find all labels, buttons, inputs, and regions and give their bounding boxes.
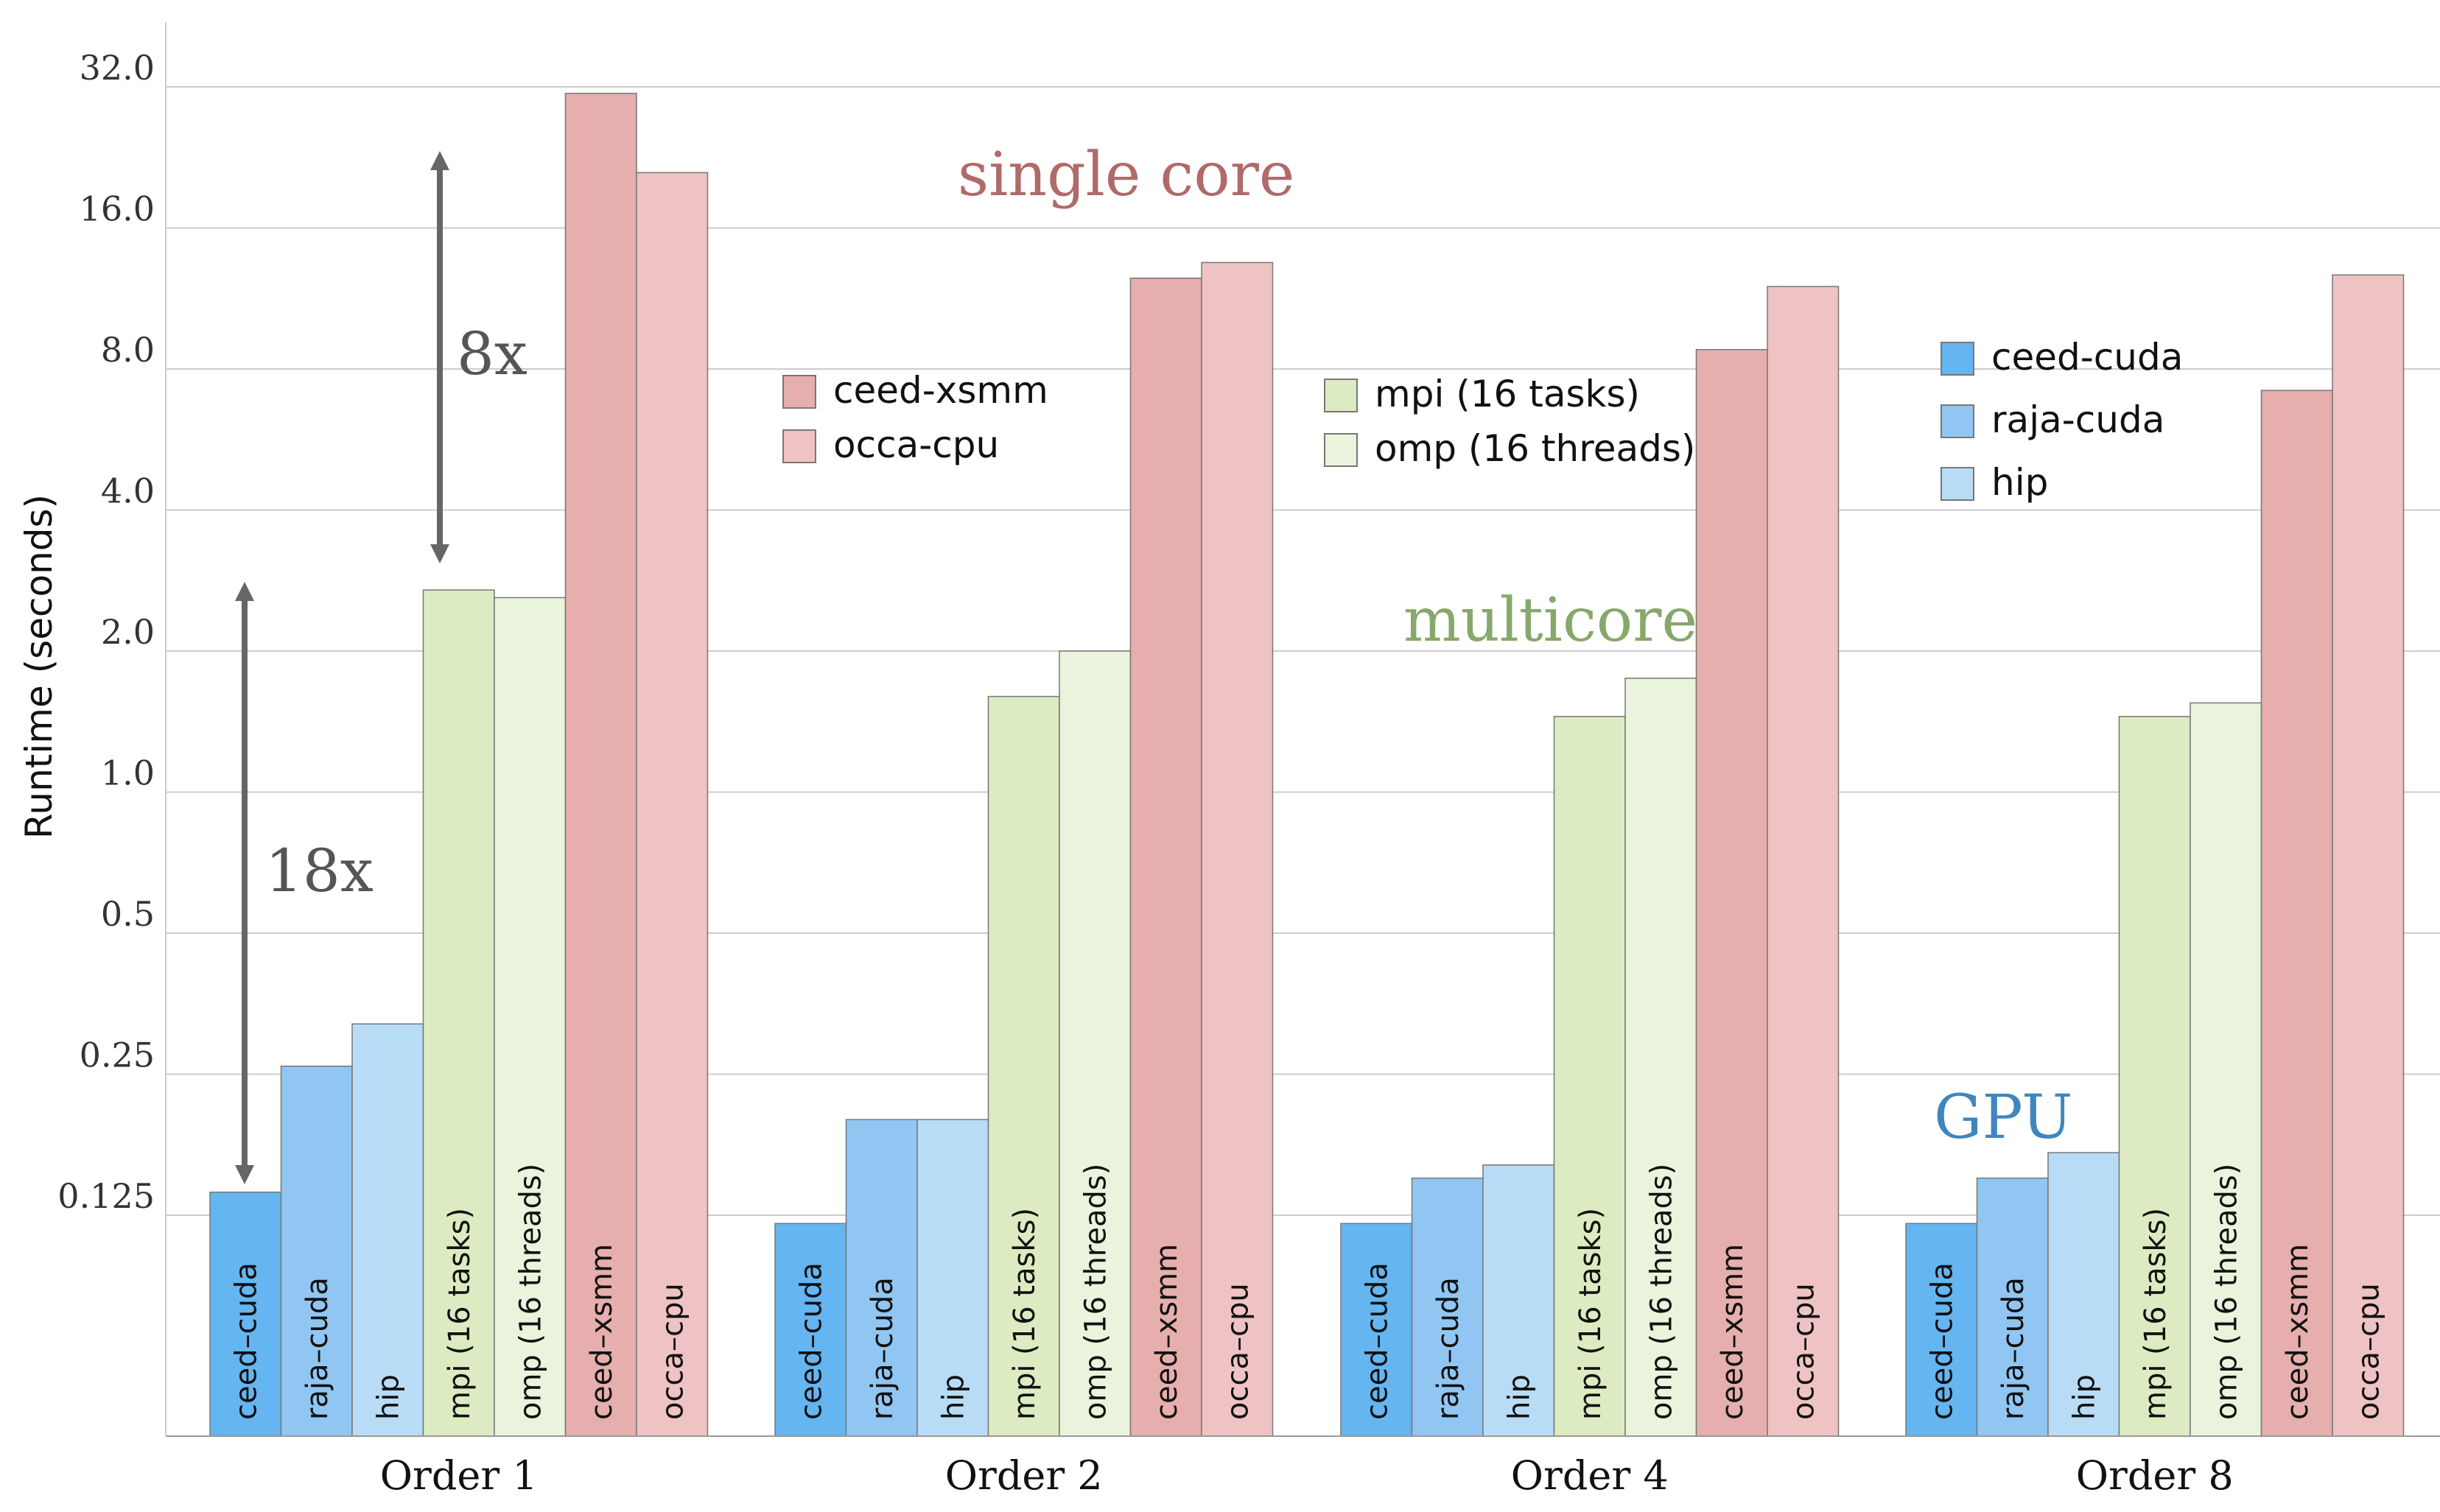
legends: ceed-xsmm occa-cpu mpi (16 tasks) omp (16 t… — [782, 336, 2183, 504]
bar-label-order-2-occa-cpu: occa–cpu — [1221, 1283, 1255, 1420]
bar-label-order-8-occa-cpu: occa–cpu — [2352, 1283, 2385, 1420]
y-tick-1-0: 1.0 — [101, 753, 155, 793]
y-tick-32-0: 32.0 — [80, 48, 155, 88]
y-tick-2-0: 2.0 — [101, 612, 155, 652]
legend-swatch-mpi-16-tasks — [1324, 379, 1358, 412]
y-tick-labels: 0.125 0.25 0.5 1.0 2.0 4.0 8.0 16.0 32.0 — [57, 48, 155, 1216]
bar-label-order-4-ceed-cuda: ceed–cuda — [1360, 1262, 1394, 1420]
category-label-order-1: Order 1 — [380, 1452, 538, 1499]
bar-order-8-ceed-cuda — [1905, 1223, 1978, 1437]
bar-order-2-ceed-cuda — [774, 1223, 847, 1437]
bar-label-order-2-raja-cuda: raja–cuda — [866, 1277, 900, 1420]
legend-2: mpi (16 tasks) omp (16 threads) — [1324, 373, 1695, 470]
legend-swatch-ceed-xsmm — [782, 375, 816, 409]
arrow-8x-head-top — [430, 151, 449, 170]
y-tick-4-0: 4.0 — [101, 471, 155, 511]
bar-order-2-mpi-16-tasks — [987, 695, 1060, 1437]
bar-order-4-occa-cpu — [1767, 286, 1840, 1437]
speedup-18x-label: 18x — [265, 837, 374, 905]
legend-label-omp-16-threads: omp (16 threads) — [1375, 427, 1695, 470]
legend-label-mpi-16-tasks: mpi (16 tasks) — [1375, 373, 1640, 415]
bar-label-order-8-raja-cuda: raja–cuda — [1996, 1277, 2030, 1420]
bar-label-order-4-hip: hip — [1502, 1374, 1536, 1420]
bar-order-2-raja-cuda — [845, 1119, 918, 1437]
arrow-18x-head-top — [235, 582, 254, 601]
y-tick-0-125: 0.125 — [57, 1176, 155, 1216]
bar-order-8-hip — [2047, 1152, 2120, 1437]
bar-label-order-8-hip: hip — [2067, 1374, 2101, 1420]
bar-label-order-8-omp-16-threads: omp (16 threads) — [2209, 1164, 2243, 1420]
legend-label-ceed-xsmm: ceed-xsmm — [833, 369, 1048, 412]
bar-label-order-4-raja-cuda: raja–cuda — [1431, 1277, 1465, 1420]
y-tick-16-0: 16.0 — [80, 189, 155, 229]
bar-label-order-4-omp-16-threads: omp (16 threads) — [1644, 1164, 1678, 1420]
legend-swatch-raja-cuda — [1941, 404, 1974, 438]
bar-label-order-4-ceed-xsmm: ceed–xsmm — [1716, 1244, 1750, 1420]
single-core-label: single core — [958, 140, 1294, 210]
bar-order-4-raja-cuda — [1411, 1177, 1484, 1437]
bar-order-2-hip — [916, 1119, 989, 1437]
category-label-order-8: Order 8 — [2076, 1452, 2234, 1499]
bars — [209, 93, 2405, 1437]
bar-order-1-ceed-xsmm — [564, 93, 637, 1437]
bar-label-order-2-hip: hip — [936, 1374, 970, 1420]
bar-label-order-2-ceed-xsmm: ceed–xsmm — [1150, 1244, 1184, 1420]
bar-label-order-2-ceed-cuda: ceed–cuda — [794, 1262, 828, 1420]
bar-order-2-ceed-xsmm — [1129, 277, 1202, 1437]
bar-label-order-1-occa-cpu: occa–cpu — [656, 1283, 690, 1420]
y-tick-0-25: 0.25 — [80, 1035, 155, 1075]
legend-label-raja-cuda: raja-cuda — [1991, 398, 2164, 441]
category-label-order-4: Order 4 — [1511, 1452, 1669, 1499]
arrow-8x-head-bottom — [430, 544, 449, 563]
bar-order-8-omp-16-threads — [2190, 702, 2262, 1437]
y-axis-title: Runtime (seconds) — [18, 494, 60, 839]
bar-label-order-4-mpi-16-tasks: mpi (16 tasks) — [1574, 1208, 1608, 1420]
bar-label-order-8-mpi-16-tasks: mpi (16 tasks) — [2139, 1208, 2173, 1420]
bar-order-2-occa-cpu — [1201, 261, 1274, 1437]
y-tick-8-0: 8.0 — [101, 330, 155, 370]
bar-label-order-1-ceed-xsmm: ceed–xsmm — [585, 1244, 619, 1420]
bar-label-order-2-mpi-16-tasks: mpi (16 tasks) — [1008, 1208, 1042, 1420]
bar-order-4-mpi-16-tasks — [1553, 716, 1626, 1437]
bar-label-order-4-occa-cpu: occa–cpu — [1787, 1283, 1820, 1420]
bar-order-4-ceed-cuda — [1340, 1223, 1413, 1437]
bar-order-8-mpi-16-tasks — [2118, 716, 2191, 1437]
bar-order-8-raja-cuda — [1976, 1177, 2049, 1437]
bar-order-8-occa-cpu — [2332, 274, 2405, 1437]
legend-label-ceed-cuda: ceed-cuda — [1991, 336, 2183, 379]
legend-label-hip: hip — [1991, 461, 2048, 504]
y-tick-0-5: 0.5 — [101, 894, 155, 934]
bar-order-4-hip — [1482, 1164, 1555, 1437]
bar-label-order-1-raja-cuda: raja–cuda — [301, 1277, 334, 1420]
bar-order-1-occa-cpu — [636, 172, 709, 1437]
legend-swatch-ceed-cuda — [1941, 342, 1974, 376]
bar-order-1-hip — [351, 1023, 424, 1437]
annotations: 8x 18x single core multicore GPU — [235, 140, 2072, 1184]
category-label-order-2: Order 2 — [945, 1452, 1103, 1499]
bar-label-order-8-ceed-cuda: ceed–cuda — [1925, 1262, 1959, 1420]
bar-label-order-1-hip: hip — [371, 1374, 405, 1420]
category-labels: Order 1 Order 2 Order 4 Order 8 — [380, 1452, 2234, 1499]
speedup-8x-label: 8x — [457, 320, 527, 388]
bar-label-order-8-ceed-xsmm: ceed–xsmm — [2281, 1244, 2315, 1420]
legend-swatch-hip — [1941, 467, 1974, 501]
legend-1: ceed-xsmm occa-cpu — [782, 369, 1048, 466]
bar-label-order-1-omp-16-threads: omp (16 threads) — [513, 1164, 547, 1420]
arrow-18x-head-bottom — [235, 1165, 254, 1184]
legend-swatch-occa-cpu — [782, 429, 816, 463]
bar-label-order-1-mpi-16-tasks: mpi (16 tasks) — [443, 1208, 477, 1420]
bar-label-order-2-omp-16-threads: omp (16 threads) — [1079, 1164, 1112, 1420]
legend-label-occa-cpu: occa-cpu — [833, 423, 999, 466]
gpu-label: GPU — [1934, 1083, 2072, 1153]
bar-order-4-omp-16-threads — [1624, 678, 1697, 1437]
bar-labels: ceed–cuda raja–cuda hip mpi (16 tasks) omp (… — [229, 1164, 2385, 1420]
x-axis — [165, 22, 2440, 1437]
bar-label-order-1-ceed-cuda: ceed–cuda — [229, 1262, 263, 1420]
bar-order-8-ceed-xsmm — [2260, 390, 2333, 1437]
multicore-label: multicore — [1403, 586, 1697, 655]
legend-swatch-omp-16-threads — [1324, 433, 1358, 467]
legend-3: ceed-cuda raja-cuda hip — [1941, 336, 2183, 504]
